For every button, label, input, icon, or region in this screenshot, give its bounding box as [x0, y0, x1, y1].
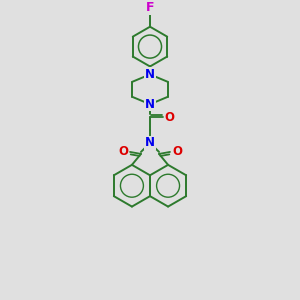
Text: N: N [145, 68, 155, 81]
Text: O: O [118, 146, 128, 158]
Text: O: O [165, 111, 175, 124]
Text: O: O [172, 146, 182, 158]
Text: F: F [146, 1, 154, 14]
Text: N: N [145, 98, 155, 111]
Text: N: N [145, 136, 155, 149]
